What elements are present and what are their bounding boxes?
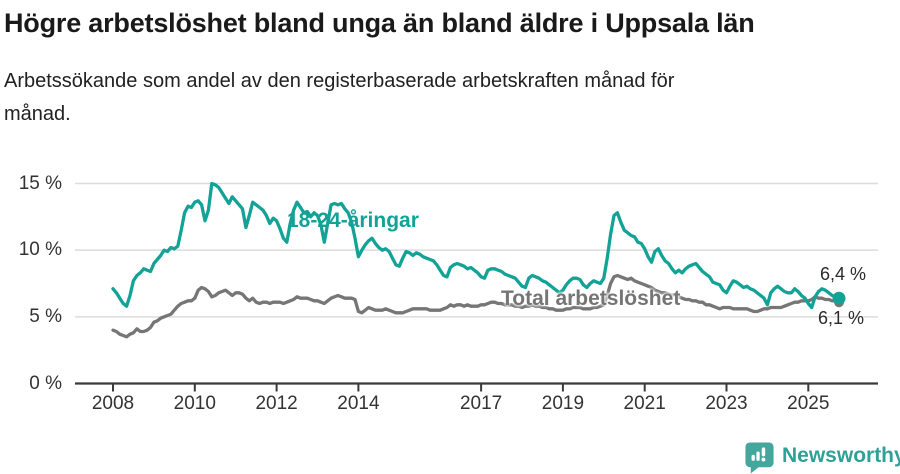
x-tick-label: 2021 [623, 393, 666, 414]
x-tick-label: 2017 [459, 393, 503, 414]
series-line-total [111, 273, 841, 339]
y-tick-label: 0 % [29, 372, 62, 394]
y-tick-label: 5 % [29, 305, 62, 327]
x-tick-label: 2025 [787, 393, 830, 414]
x-tick-label: 2010 [173, 393, 216, 414]
page-title: Högre arbetslöshet bland unga än bland ä… [4, 8, 755, 38]
newsworthy-logo[interactable]: Newsworthy [744, 441, 900, 474]
series-label-youth: 18-24-åringar [287, 209, 419, 232]
newsworthy-icon [745, 442, 774, 474]
x-tick-label: 2008 [91, 393, 135, 414]
x-tick-label: 2014 [337, 393, 380, 414]
end-value-label-total: 6,1 % [818, 308, 865, 328]
x-tick-label: 2023 [705, 393, 748, 414]
x-tick-label: 2019 [541, 393, 585, 414]
x-tick-label: 2012 [255, 393, 298, 414]
series-line-youth [111, 181, 841, 310]
y-tick-label: 10 % [18, 239, 62, 261]
y-tick-label: 15 % [18, 172, 62, 194]
end-dot-youth [832, 291, 846, 305]
page-subtitle-line-1: Arbetssökande som andel av den registerb… [4, 70, 675, 92]
series-label-total: Total arbetslöshet [501, 287, 681, 310]
end-value-label-youth: 6,4 % [820, 264, 867, 284]
newsworthy-wordmark: Newsworthy [782, 444, 900, 467]
page-subtitle-line-2: månad. [4, 103, 71, 125]
